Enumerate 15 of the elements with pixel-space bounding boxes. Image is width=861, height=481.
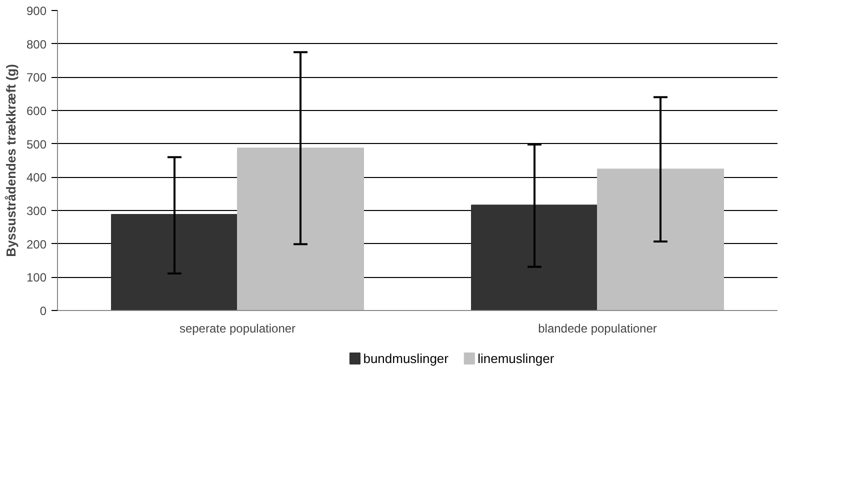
legend-label: bundmuslinger [363, 351, 450, 366]
y-axis-title: Byssustrådendes trækkræft (g) [3, 64, 18, 257]
x-tick-label: blandede populationer [538, 322, 657, 336]
y-tick-label: 100 [26, 270, 47, 285]
y-tick-label: 900 [26, 4, 47, 18]
y-tick-label: 0 [40, 304, 47, 318]
y-tick-label: 300 [26, 204, 47, 218]
y-tick-label: 200 [26, 237, 47, 252]
x-tick-label: seperate populationer [179, 322, 296, 336]
legend-label: linemuslinger [478, 351, 555, 366]
y-tick-label: 700 [26, 70, 47, 85]
y-tick-label: 800 [26, 37, 47, 52]
y-tick-label: 600 [26, 104, 47, 118]
y-tick-label: 500 [26, 137, 47, 152]
y-tick-label: 400 [26, 170, 47, 185]
